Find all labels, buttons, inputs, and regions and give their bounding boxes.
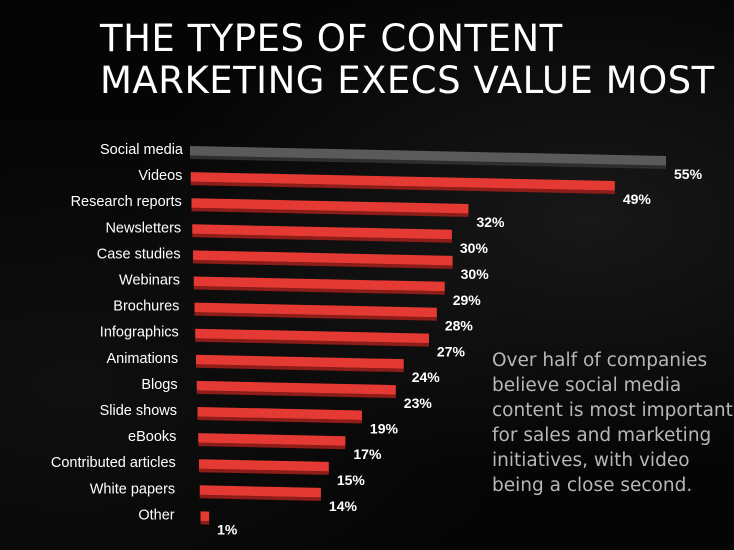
category-label-social-media: Social media [100, 142, 184, 158]
category-label-videos: Videos [138, 168, 182, 184]
bar-webinars [193, 276, 445, 292]
category-label-blogs: Blogs [141, 377, 177, 393]
chart-title: THE TYPES OF CONTENT MARKETING EXECS VAL… [100, 18, 720, 102]
bar-animations [196, 354, 404, 369]
bar-depth-slide-shows [197, 416, 362, 424]
value-label-webinars: 29% [453, 292, 482, 308]
category-label-infographics: Infographics [100, 325, 179, 341]
value-label-white-papers: 14% [329, 498, 358, 514]
value-label-slide-shows: 19% [370, 420, 399, 436]
bar-research-reports [191, 198, 469, 214]
value-label-contributed-articles: 15% [337, 472, 366, 488]
category-label-case-studies: Case studies [97, 246, 181, 262]
bar-infographics [195, 328, 429, 344]
category-label-contributed-articles: Contributed articles [51, 455, 176, 471]
bar-depth-research-reports [191, 207, 469, 218]
category-label-white-papers: White papers [90, 481, 175, 497]
category-label-brochures: Brochures [113, 299, 179, 315]
category-label-slide-shows: Slide shows [100, 403, 177, 419]
bar-depth-videos [190, 181, 615, 195]
bar-social-media [190, 146, 666, 166]
bar-depth-webinars [193, 286, 445, 295]
category-label-webinars: Webinars [119, 273, 180, 289]
title-line-2: MARKETING EXECS VALUE MOST [100, 59, 715, 102]
bar-depth-newsletters [192, 233, 452, 243]
summary-note: Over half of companies believe social me… [492, 350, 733, 496]
value-label-brochures: 28% [445, 318, 474, 334]
bar-white-papers [199, 485, 321, 498]
bar-depth-brochures [194, 312, 437, 321]
bar-depth-social-media [190, 155, 666, 169]
title-line-1: THE TYPES OF CONTENT [100, 17, 563, 60]
category-label-other: Other [138, 507, 174, 523]
bar-brochures [194, 302, 437, 318]
category-label-ebooks: eBooks [128, 429, 176, 445]
value-label-infographics: 27% [437, 344, 466, 360]
value-label-videos: 49% [623, 191, 652, 207]
bar-other [200, 511, 210, 522]
value-label-blogs: 23% [404, 395, 433, 411]
bar-depth-contributed-articles [199, 468, 329, 475]
bar-newsletters [192, 224, 452, 240]
bar-depth-blogs [196, 390, 396, 399]
category-label-research-reports: Research reports [71, 194, 182, 210]
value-label-case-studies: 30% [461, 266, 490, 282]
bar-depth-other [200, 520, 210, 525]
bar-videos [190, 172, 615, 191]
bar-contributed-articles [199, 459, 329, 472]
value-label-research-reports: 32% [476, 214, 505, 230]
bar-ebooks [198, 433, 346, 446]
category-label-animations: Animations [106, 351, 178, 367]
bar-slide-shows [197, 407, 362, 420]
bar-depth-animations [196, 364, 404, 373]
value-label-ebooks: 17% [353, 446, 382, 462]
value-label-newsletters: 30% [460, 240, 489, 256]
bar-depth-infographics [195, 338, 429, 347]
bar-depth-white-papers [199, 494, 321, 501]
value-label-animations: 24% [412, 369, 441, 385]
bar-blogs [196, 380, 396, 395]
bar-case-studies [193, 250, 453, 266]
bar-depth-ebooks [198, 442, 346, 450]
value-label-social-media: 55% [674, 166, 703, 182]
value-label-other: 1% [217, 522, 238, 538]
category-label-newsletters: Newsletters [105, 220, 181, 236]
bar-depth-case-studies [193, 259, 453, 269]
